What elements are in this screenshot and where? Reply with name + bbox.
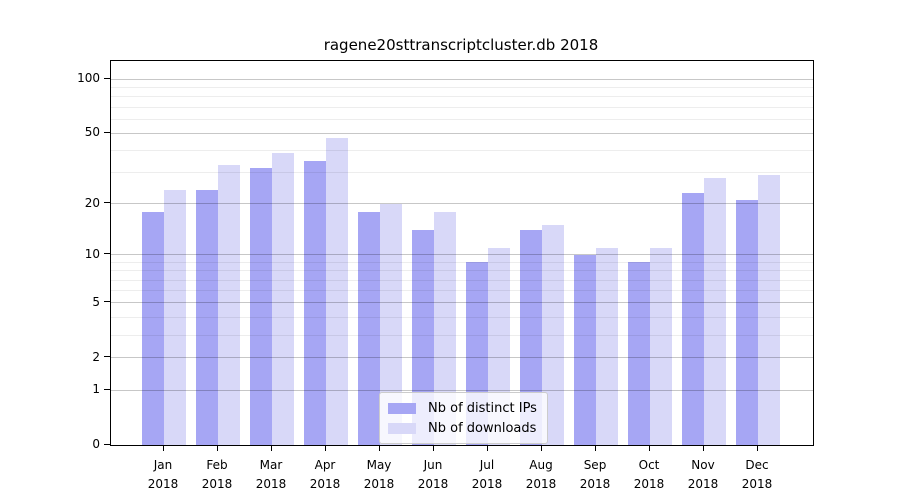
x-tick-label-sep: Sep 2018 [579,458,611,491]
legend-swatch-distinct-ips [388,402,416,414]
x-tick-label-jun: Jun 2018 [417,458,449,491]
bar-downloads-sep [596,248,618,445]
legend-item-downloads: Nb of downloads [388,418,537,438]
gridline-minor-8 [111,270,813,272]
chart-title: ragene20sttranscriptcluster.db 2018 [323,36,599,54]
x-tick-nov [702,445,704,451]
x-tick-label-dec: Dec 2018 [741,458,773,491]
x-tick-label-jan: Jan 2018 [147,458,179,491]
y-tick-50 [104,131,110,133]
gridline-minor-3 [111,334,813,336]
bar-ips-jun [412,230,434,445]
gridline-minor-4 [111,316,813,318]
y-tick-100 [104,77,110,79]
bar-downloads-apr [326,138,348,445]
y-tick-label-20: 20 [84,195,100,210]
x-tick-aug [540,445,542,451]
y-tick-20 [104,202,110,204]
x-tick-oct [648,445,650,451]
y-tick-label-0: 0 [92,437,100,451]
x-tick-label-apr: Apr 2018 [309,458,341,491]
gridline-major-20 [111,203,813,205]
gridline-minor-80 [111,96,813,98]
x-tick-sep [594,445,596,451]
y-tick-label-1: 1 [92,382,100,397]
gridline-minor-60 [111,118,813,120]
gridline-major-50 [111,132,813,134]
x-tick-apr [324,445,326,451]
bar-ips-sep [574,254,596,445]
y-tick-5 [104,301,110,303]
gridline-minor-70 [111,106,813,108]
legend: Nb of distinct IPs Nb of downloads [379,392,548,444]
x-tick-jun [432,445,434,451]
bar-downloads-feb [218,165,240,445]
bar-downloads-jun [434,211,456,445]
gridline-minor-6 [111,290,813,292]
y-tick-label-100: 100 [77,71,100,86]
x-tick-label-oct: Oct 2018 [633,458,665,491]
gridline-major-1 [111,389,813,391]
bar-ips-feb [196,189,218,445]
x-tick-mar [270,445,272,451]
bar-ips-mar [250,167,272,445]
bar-ips-aug [520,230,542,445]
x-tick-label-may: May 2018 [363,458,395,491]
x-tick-feb [216,445,218,451]
bar-ips-nov [682,193,704,445]
x-tick-jul [486,445,488,451]
y-tick-2 [104,356,110,358]
y-tick-10 [104,253,110,255]
x-tick-jan [162,445,164,451]
gridline-major-100 [111,78,813,80]
bar-ips-apr [304,160,326,445]
x-tick-label-mar: Mar 2018 [255,458,287,491]
plot-area [110,60,814,446]
x-tick-label-aug: Aug 2018 [525,458,557,491]
bar-downloads-nov [704,178,726,445]
gridline-major-5 [111,302,813,304]
gridline-minor-30 [111,172,813,174]
x-tick-label-nov: Nov 2018 [687,458,719,491]
gridline-major-2 [111,357,813,359]
bar-downloads-dec [758,175,780,445]
gridline-minor-9 [111,261,813,263]
bar-downloads-mar [272,152,294,445]
y-tick-label-5: 5 [92,294,100,309]
bar-ips-oct [628,262,650,445]
y-tick-label-50: 50 [84,125,100,140]
bar-downloads-aug [542,225,564,445]
gridline-minor-7 [111,279,813,281]
gridline-major-10 [111,254,813,256]
legend-item-distinct-ips: Nb of distinct IPs [388,398,537,418]
gridline-minor-40 [111,150,813,152]
x-tick-label-feb: Feb 2018 [201,458,233,491]
legend-swatch-downloads [388,422,416,434]
bar-ips-dec [736,199,758,445]
gridline-minor-90 [111,86,813,88]
bar-ips-jan [142,211,164,445]
bar-downloads-oct [650,248,672,445]
bar-ips-may [358,211,380,445]
legend-label-distinct-ips: Nb of distinct IPs [428,400,537,416]
legend-label-downloads: Nb of downloads [428,420,537,436]
bar-downloads-may [380,203,402,445]
y-tick-0 [104,443,110,445]
y-tick-1 [104,388,110,390]
y-tick-label-2: 2 [92,349,100,364]
x-tick-may [378,445,380,451]
y-tick-label-10: 10 [84,246,100,261]
x-tick-dec [756,445,758,451]
bar-downloads-jan [164,189,186,445]
x-tick-label-jul: Jul 2018 [471,458,503,491]
